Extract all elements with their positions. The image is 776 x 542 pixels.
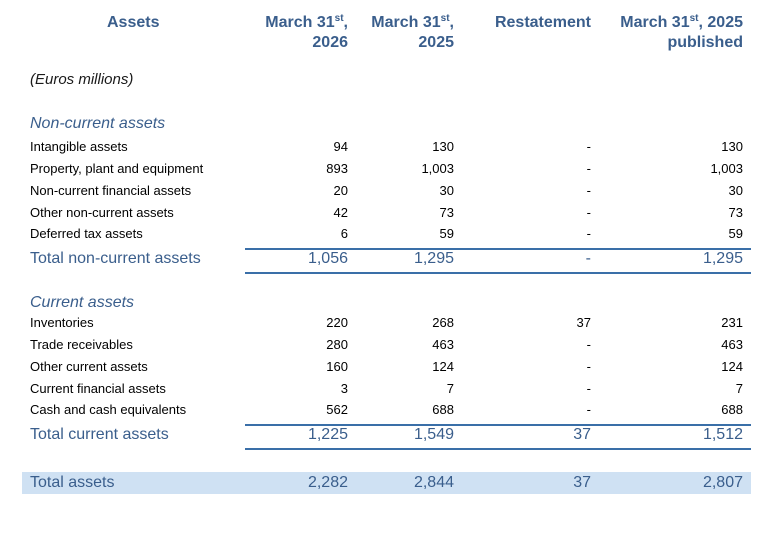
cell-2025-published: 73 <box>728 205 743 220</box>
cell-restatement: - <box>586 183 591 198</box>
cell-restatement: - <box>586 381 591 396</box>
cell-restatement: - <box>586 139 591 154</box>
cell-2026: 280 <box>326 337 348 352</box>
divider <box>245 272 751 274</box>
cell-2025-published: 59 <box>728 226 743 241</box>
header-col-restatement: Restatement <box>494 14 591 31</box>
cell-2025: 688 <box>432 402 454 417</box>
cell-2025: 1,003 <box>421 161 454 176</box>
cell-restatement: - <box>586 205 591 220</box>
section-title-current: Current assets <box>30 294 135 311</box>
table-row: Other current assets 160 124 - 124 <box>0 356 776 378</box>
row-label: Trade receivables <box>30 337 133 352</box>
cell-2025-published: 1,295 <box>702 250 743 267</box>
row-label: Cash and cash equivalents <box>30 402 187 417</box>
cell-restatement: - <box>586 359 591 374</box>
table-row: Trade receivables 280 463 - 463 <box>0 334 776 356</box>
cell-2025: 7 <box>446 381 454 396</box>
cell-2026: 893 <box>326 161 348 176</box>
cell-2025-published: 463 <box>721 337 743 352</box>
cell-2025-published: 1,003 <box>710 161 743 176</box>
cell-2025-published: 688 <box>721 402 743 417</box>
table-row: Other non-current assets 42 73 - 73 <box>0 202 776 224</box>
cell-2026: 160 <box>326 359 348 374</box>
cell-restatement: - <box>586 161 591 176</box>
cell-2026: 94 <box>333 139 348 154</box>
cell-restatement: - <box>585 250 591 267</box>
total-label: Total assets <box>30 474 115 491</box>
cell-restatement: 37 <box>573 474 591 491</box>
cell-2025: 463 <box>432 337 454 352</box>
row-label: Current financial assets <box>30 381 166 396</box>
cell-2025-published: 30 <box>728 183 743 198</box>
total-label: Total non-current assets <box>30 250 201 267</box>
cell-restatement: - <box>586 226 591 241</box>
cell-2025: 1,549 <box>413 426 454 443</box>
table-row: Cash and cash equivalents 562 688 - 688 <box>0 399 776 421</box>
cell-2025-published: 124 <box>721 359 743 374</box>
cell-2025: 59 <box>439 226 454 241</box>
row-label: Property, plant and equipment <box>30 161 204 176</box>
cell-2025: 130 <box>432 139 454 154</box>
cell-restatement: - <box>586 402 591 417</box>
cell-2026: 220 <box>326 315 348 330</box>
header-col-2025-published: March 31st, 2025 published <box>620 13 743 52</box>
units-note: (Euros millions) <box>30 71 134 88</box>
table-row: Inventories 220 268 37 231 <box>0 312 776 334</box>
header-col-2025: March 31st, 2025 <box>371 13 454 52</box>
row-label: Other non-current assets <box>30 205 174 220</box>
total-highlight-band <box>22 472 751 494</box>
divider <box>245 448 751 450</box>
total-row-current: Total current assets 1,225 1,549 37 1,51… <box>0 423 776 447</box>
cell-2025: 1,295 <box>413 250 454 267</box>
cell-2025-published: 231 <box>721 315 743 330</box>
cell-2026: 3 <box>340 381 348 396</box>
row-label: Intangible assets <box>30 139 128 154</box>
table-row: Property, plant and equipment 893 1,003 … <box>0 158 776 180</box>
cell-2026: 20 <box>333 183 348 198</box>
cell-2025: 2,844 <box>413 474 454 491</box>
cell-2026: 42 <box>333 205 348 220</box>
cell-2025: 268 <box>432 315 454 330</box>
table-row: Non-current financial assets 20 30 - 30 <box>0 180 776 202</box>
section-title-non-current: Non-current assets <box>30 115 166 132</box>
cell-2025: 124 <box>432 359 454 374</box>
header-assets: Assets <box>107 14 160 31</box>
header-col-2026: March 31st, 2026 <box>265 13 348 52</box>
cell-2025-published: 130 <box>721 139 743 154</box>
cell-2026: 1,225 <box>307 426 348 443</box>
table-row: Intangible assets 94 130 - 130 <box>0 136 776 158</box>
cell-2026: 6 <box>340 226 348 241</box>
row-label: Other current assets <box>30 359 148 374</box>
cell-2025: 30 <box>439 183 454 198</box>
cell-restatement: - <box>586 337 591 352</box>
total-row-assets: Total assets 2,282 2,844 37 2,807 <box>0 471 776 495</box>
cell-2025-published: 1,512 <box>702 426 743 443</box>
table-row: Current financial assets 3 7 - 7 <box>0 378 776 400</box>
cell-2026: 562 <box>326 402 348 417</box>
table-row: Deferred tax assets 6 59 - 59 <box>0 223 776 245</box>
row-label: Inventories <box>30 315 94 330</box>
cell-2025-published: 7 <box>735 381 743 396</box>
divider <box>245 248 751 250</box>
row-label: Deferred tax assets <box>30 226 143 241</box>
cell-restatement: 37 <box>573 426 591 443</box>
cell-2026: 1,056 <box>307 250 348 267</box>
cell-2025-published: 2,807 <box>702 474 743 491</box>
total-row-non-current: Total non-current assets 1,056 1,295 - 1… <box>0 247 776 271</box>
cell-2026: 2,282 <box>307 474 348 491</box>
divider <box>245 424 751 426</box>
cell-2025: 73 <box>439 205 454 220</box>
total-label: Total current assets <box>30 426 169 443</box>
row-label: Non-current financial assets <box>30 183 192 198</box>
cell-restatement: 37 <box>576 315 591 330</box>
